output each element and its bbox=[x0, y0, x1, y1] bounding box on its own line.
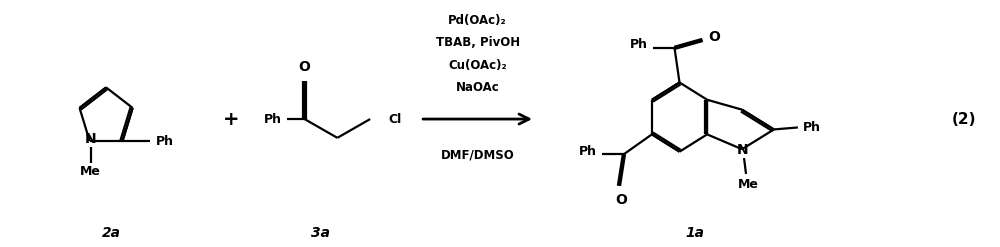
Text: Ph: Ph bbox=[803, 121, 821, 134]
Text: 3a: 3a bbox=[311, 226, 330, 240]
Text: 1a: 1a bbox=[685, 226, 704, 240]
Text: 2a: 2a bbox=[102, 226, 121, 240]
Text: Me: Me bbox=[80, 165, 101, 178]
Text: O: O bbox=[615, 193, 627, 207]
Text: N: N bbox=[85, 132, 96, 146]
Text: TBAB, PivOH: TBAB, PivOH bbox=[436, 36, 520, 49]
Text: Ph: Ph bbox=[155, 135, 173, 147]
Text: DMF/DMSO: DMF/DMSO bbox=[441, 148, 514, 161]
Text: Ph: Ph bbox=[630, 38, 648, 51]
Text: NaOAc: NaOAc bbox=[456, 81, 499, 94]
Text: N: N bbox=[737, 143, 749, 157]
Text: O: O bbox=[708, 30, 720, 44]
Text: Ph: Ph bbox=[579, 145, 597, 158]
Text: Pd(OAc)₂: Pd(OAc)₂ bbox=[448, 14, 507, 27]
Text: (2): (2) bbox=[951, 112, 976, 126]
Text: Cu(OAc)₂: Cu(OAc)₂ bbox=[448, 59, 507, 72]
Text: Ph: Ph bbox=[264, 113, 282, 125]
Text: Cl: Cl bbox=[388, 113, 401, 125]
Text: +: + bbox=[222, 110, 239, 128]
Text: O: O bbox=[299, 60, 310, 74]
Text: Me: Me bbox=[738, 178, 758, 191]
